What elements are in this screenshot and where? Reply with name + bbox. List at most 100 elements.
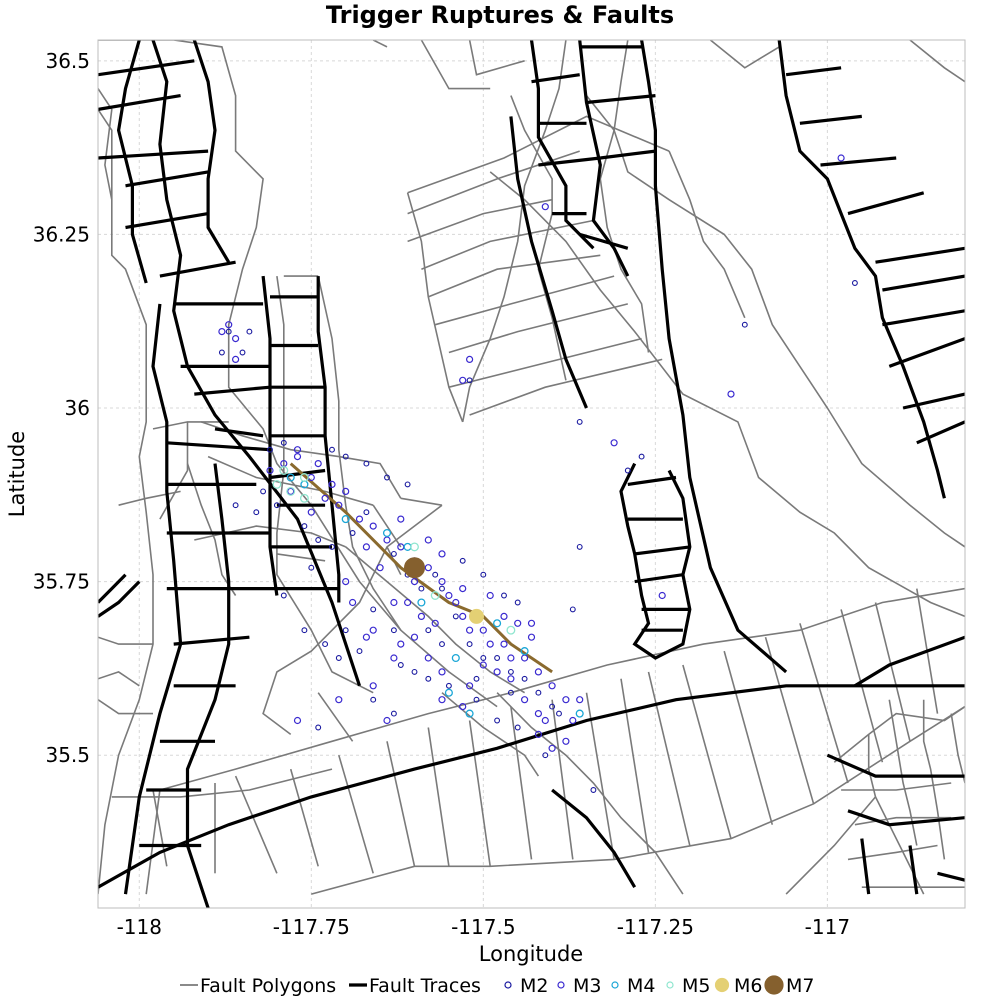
earthquake-m2 [439,641,445,648]
earthquake-m2 [363,460,370,467]
earthquake-m3 [225,321,233,329]
earthquake-m3 [397,515,405,523]
earthquake-m3 [390,598,398,607]
fault-polygon-line [785,796,877,895]
earthquake-m3 [459,584,467,593]
fault-trace-rung [125,212,209,230]
fault-trace-rung [902,392,965,410]
earthquake-m5 [299,493,309,503]
earthquake-m3 [218,328,226,336]
fault-polygon-line [909,40,965,83]
earthquake-m3 [410,577,419,586]
fault-polygon-line [200,421,402,499]
fault-polygon-line [668,150,746,319]
fault-trace-line [185,463,231,908]
fault-polygon-line [98,699,153,715]
legend-swatch [666,981,674,989]
x-tick-label: -117.25 [617,915,694,939]
earthquake-m4 [465,709,474,718]
earthquake-m4 [444,688,453,697]
earthquake-m2 [556,710,562,717]
earthquake-m3 [466,626,474,634]
earthquake-m2 [521,675,528,682]
fault-trace-line [937,871,965,882]
earthquake-m3 [527,633,536,641]
fault-polygon-line [159,587,965,791]
earthquake-m3 [349,598,357,607]
y-axis-label: Latitude [5,431,29,517]
fault-polygon-line [489,171,965,618]
legend-swatch [504,981,512,989]
legend-swatch [714,977,730,993]
fault-polygon-line [647,671,691,846]
earthquake-m3 [266,466,274,475]
plot-frame [97,39,966,909]
earthquake-m3 [452,598,460,607]
earthquake-m3 [293,453,302,461]
earthquake-m3 [500,640,508,648]
earthquake-m3 [658,591,666,600]
earthquake-m2 [342,453,349,460]
earthquake-m3 [727,390,735,398]
fault-trace-rung [166,441,271,452]
earthquake-m3 [541,716,549,725]
earthquake-m2 [411,668,418,675]
earthquake-m3 [541,203,549,211]
earthquake-m2 [404,481,411,488]
trigger-rupture [289,462,553,674]
plot-layer [98,40,965,908]
earthquake-m2 [246,328,253,335]
earthquake-m3 [424,654,432,662]
earthquake-m2 [549,703,556,710]
earthquake-m3 [438,577,446,586]
fault-polygon-line [585,95,965,548]
plot-area [98,40,965,908]
earthquake-m5 [299,473,309,482]
earthquake-m6 [469,608,484,624]
fault-trace-rung [214,427,264,438]
fault-polygon-line [406,192,464,423]
earthquake-m2 [473,696,480,703]
ticks: -118 -117.75 -117.5 -117.25 -117 36.5 36.25 36 3… [33,49,850,939]
fault-polygon-line [496,692,684,895]
earthquake-m4 [417,598,426,607]
earthquake-m2 [308,564,315,571]
x-tick-label: -118 [117,915,162,939]
earthquake-m2 [239,349,246,356]
fault-polygon-line [709,40,780,69]
legend-label: M2 [520,975,548,997]
earthquake-m2 [535,689,542,696]
earthquake-m3 [576,696,584,704]
fault-trace-rung [916,420,965,445]
y-tick-label: 36 [65,396,90,420]
fault-trace-line [847,809,965,827]
fault-trace-rung [847,191,925,216]
earthquake-m3 [486,591,494,600]
earthquake-m3 [232,355,240,363]
legend-item: M5 [666,975,710,997]
legend-item: M6 [714,975,762,997]
earthquake-m2 [459,557,466,564]
fault-polygon-line [386,741,416,867]
fault-polygon-line [841,782,952,791]
legend-label: M7 [786,975,814,997]
fault-polygon-line [468,40,525,76]
earthquakes [218,154,858,793]
legend-swatch [764,975,784,995]
fault-polygon-line [723,650,774,825]
fault-trace-rung [269,468,326,480]
earthquake-m3 [459,702,467,711]
fault-polygon-line [461,40,567,423]
legend: Fault Polygons Fault Traces M2 M3 M4 M5 M6 M7 [180,975,814,997]
earthquake-m3 [459,612,467,621]
earthquake-m3 [569,716,577,725]
earthquake-m3 [417,612,425,621]
legend-swatch [611,981,619,989]
earthquake-m2 [390,627,397,634]
legend-label: Fault Traces [369,975,481,997]
earthquake-m2 [480,571,487,578]
earthquake-m3 [314,460,322,468]
fault-trace-rung [634,545,691,556]
legend-item: M2 [504,975,548,997]
